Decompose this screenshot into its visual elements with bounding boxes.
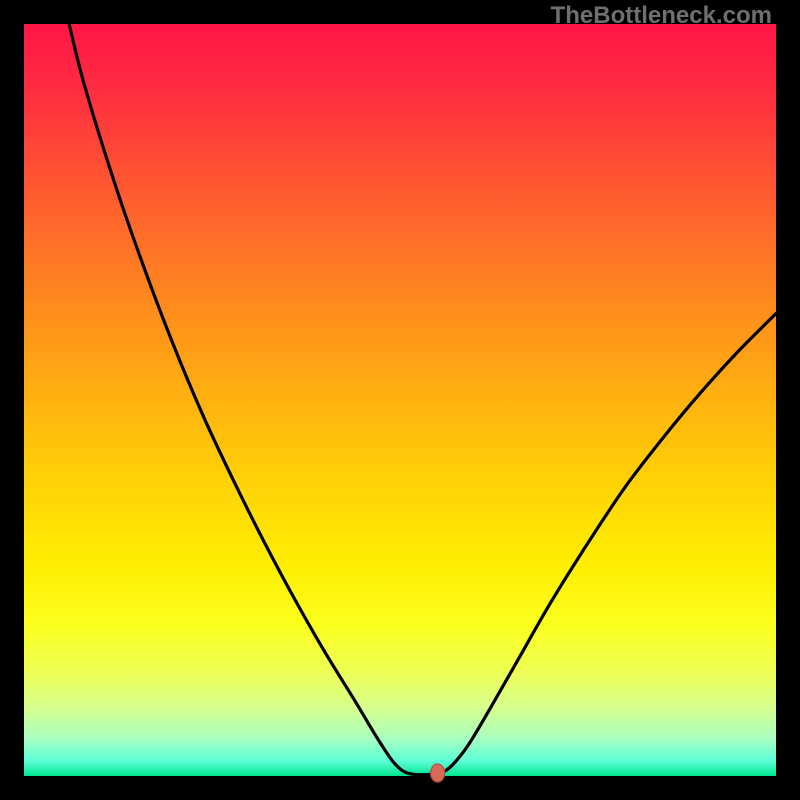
chart-frame: TheBottleneck.com bbox=[0, 0, 800, 800]
bottleneck-curve bbox=[69, 24, 776, 775]
optimum-marker bbox=[431, 764, 445, 782]
chart-svg bbox=[0, 0, 800, 800]
watermark-text: TheBottleneck.com bbox=[551, 2, 772, 30]
